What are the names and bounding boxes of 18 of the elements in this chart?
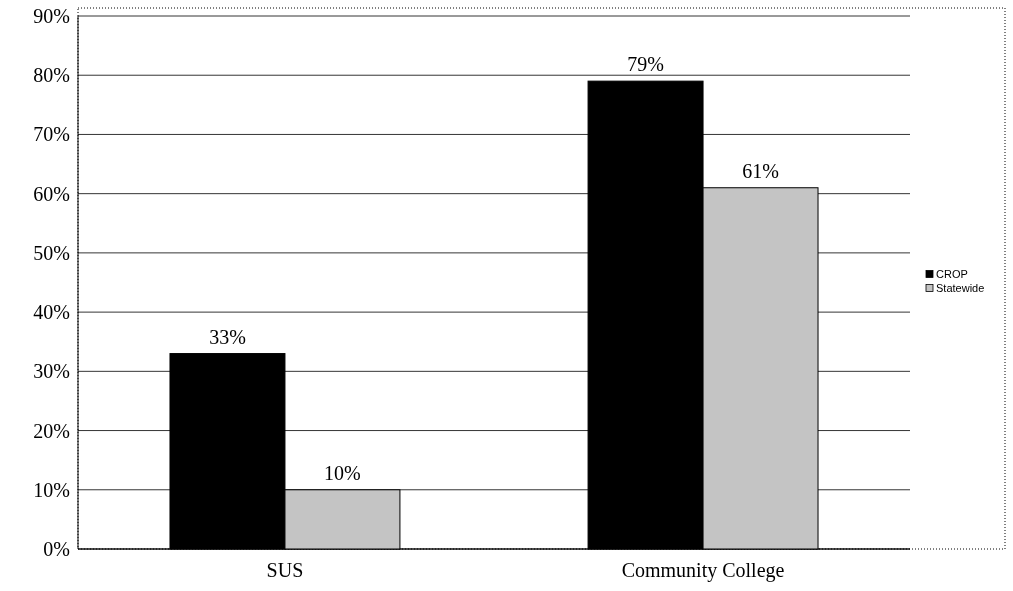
data-label: 79%	[627, 53, 664, 76]
data-label: 61%	[742, 159, 779, 182]
y-tick-label: 20%	[33, 419, 70, 442]
y-tick-label: 0%	[43, 538, 70, 560]
x-tick-label: SUS	[266, 559, 304, 581]
y-tick-label: 10%	[33, 478, 70, 501]
y-tick-label: 40%	[33, 301, 70, 324]
y-tick-label: 80%	[33, 64, 70, 87]
y-tick-label: 60%	[33, 182, 70, 205]
legend-label: CROP	[936, 267, 968, 280]
x-tick-label: Community College	[621, 559, 785, 582]
y-tick-label: 30%	[33, 360, 70, 383]
y-tick-label: 70%	[33, 123, 70, 146]
data-label: 33%	[209, 325, 246, 348]
y-tick-label: 90%	[33, 5, 70, 27]
y-tick-label: 50%	[33, 241, 70, 264]
legend-label: Statewide	[936, 281, 985, 294]
data-label: 10%	[324, 461, 361, 484]
